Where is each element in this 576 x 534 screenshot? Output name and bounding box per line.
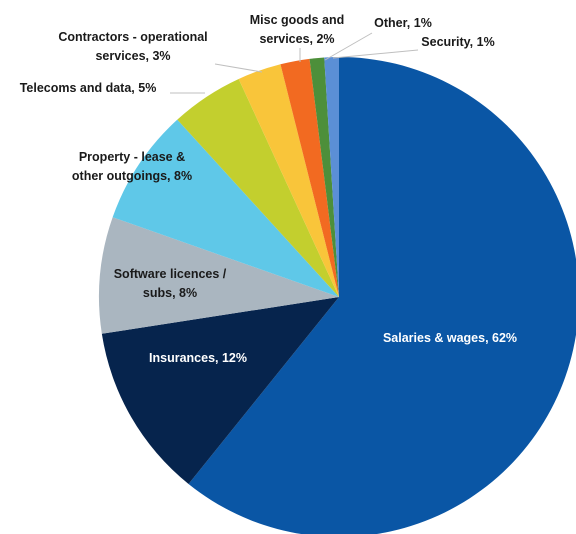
- leader-line: [332, 49, 419, 59]
- data-label: Contractors - operational services, 3%: [58, 30, 207, 63]
- pie-slice: [98, 217, 339, 334]
- data-label: Insurances, 12%: [149, 351, 247, 365]
- data-label: Telecoms and data, 5%: [20, 81, 157, 95]
- data-label: Salaries & wages, 62%: [383, 331, 517, 345]
- leader-line: [214, 63, 263, 73]
- data-labels: Salaries & wages, 62% Insurances, 12% Soft…: [20, 13, 517, 365]
- pie-slice: [112, 119, 339, 297]
- pie-slice: [177, 78, 339, 297]
- pie-slices: [98, 57, 576, 534]
- data-label: Other, 1%: [374, 16, 432, 30]
- pie-slice: [101, 297, 339, 484]
- data-label: Misc goods and services, 2%: [250, 13, 344, 46]
- data-label: Property - lease & other outgoings, 8%: [72, 150, 192, 183]
- leader-line: [324, 32, 373, 61]
- leader-lines: [170, 32, 419, 94]
- data-label: Software licences / subs, 8%: [114, 267, 227, 300]
- pie-slice: [324, 57, 339, 297]
- pie-slice: [238, 64, 339, 297]
- pie-slice: [188, 57, 576, 534]
- pie-slice: [309, 57, 339, 298]
- data-label: Security, 1%: [421, 35, 494, 49]
- pie-slice: [280, 58, 339, 297]
